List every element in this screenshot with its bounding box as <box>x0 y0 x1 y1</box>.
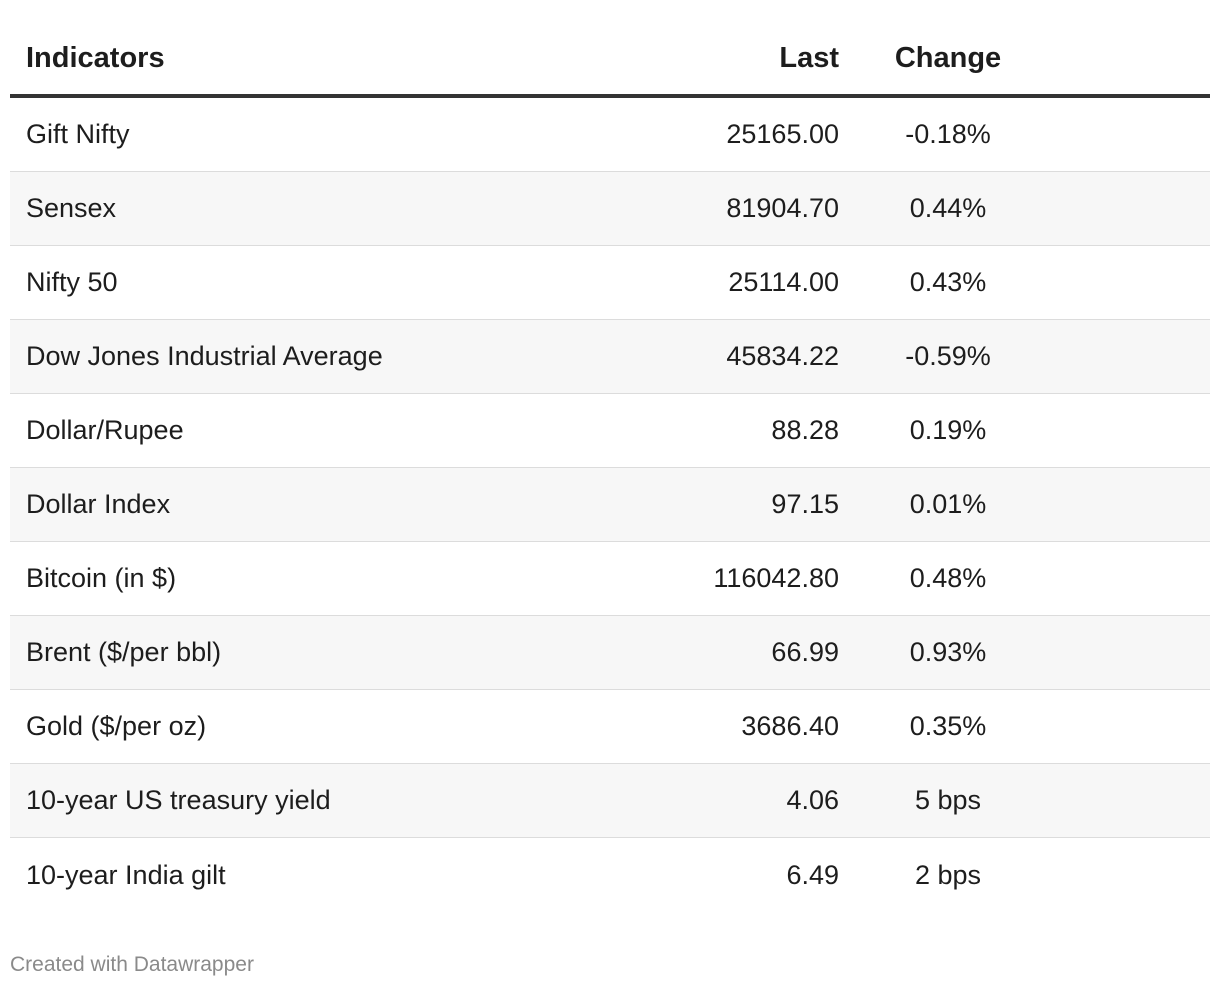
change-cell: 0.44% <box>909 193 987 223</box>
indicators-table: Indicators Last Change Gift Nifty 25165.0… <box>10 26 1210 912</box>
header-change: Change <box>894 41 1002 74</box>
table-row: Brent ($/per bbl) 66.99 0.93% <box>10 616 1210 690</box>
last-cell: 6.49 <box>786 859 839 890</box>
last-cell: 116042.80 <box>713 563 839 593</box>
last-cell: 3686.40 <box>741 711 839 741</box>
header-indicators: Indicators <box>26 41 165 74</box>
change-cell: 2 bps <box>914 859 982 890</box>
last-cell: 66.99 <box>771 637 839 667</box>
change-cell: 0.93% <box>909 637 987 667</box>
last-cell: 45834.22 <box>726 341 839 371</box>
last-cell: 81904.70 <box>726 193 839 223</box>
change-cell: 0.19% <box>909 415 987 445</box>
table-row: 10-year US treasury yield 4.06 5 bps <box>10 764 1210 838</box>
indicator-cell: Dollar/Rupee <box>26 415 184 445</box>
last-cell: 88.28 <box>771 415 839 445</box>
last-cell: 25165.00 <box>726 119 839 149</box>
indicator-cell: Dow Jones Industrial Average <box>26 341 383 371</box>
indicator-cell: Dollar Index <box>26 489 171 519</box>
table-row: Gold ($/per oz) 3686.40 0.35% <box>10 690 1210 764</box>
table-row: Dollar Index 97.15 0.01% <box>10 468 1210 542</box>
last-cell: 97.15 <box>771 489 839 519</box>
indicator-cell: 10-year US treasury yield <box>26 785 331 815</box>
table-row: Sensex 81904.70 0.44% <box>10 172 1210 246</box>
header-last: Last <box>779 41 839 74</box>
table-header: Indicators Last Change <box>10 26 1210 98</box>
change-cell: 0.35% <box>909 711 987 741</box>
table-row: Dow Jones Industrial Average 45834.22 -0.5… <box>10 320 1210 394</box>
change-cell: 5 bps <box>914 785 982 815</box>
indicator-cell: Brent ($/per bbl) <box>26 637 222 667</box>
change-cell: -0.59% <box>905 341 991 371</box>
change-cell: -0.18% <box>905 119 991 149</box>
table-row: Nifty 50 25114.00 0.43% <box>10 246 1210 320</box>
last-cell: 25114.00 <box>728 267 839 297</box>
change-cell: 0.43% <box>909 267 987 297</box>
datawrapper-credit: Created with Datawrapper <box>10 953 254 976</box>
indicator-cell: Nifty 50 <box>26 267 118 297</box>
indicator-cell: Gift Nifty <box>26 119 130 149</box>
last-cell: 4.06 <box>786 785 839 815</box>
change-cell: 0.48% <box>909 563 987 593</box>
table-body: Gift Nifty 25165.00 -0.18% Sensex 81904.70 0.… <box>10 98 1210 912</box>
table-row: Dollar/Rupee 88.28 0.19% <box>10 394 1210 468</box>
table-row: Gift Nifty 25165.00 -0.18% <box>10 98 1210 172</box>
indicator-cell: 10-year India gilt <box>26 859 226 890</box>
table-row: Bitcoin (in $) 116042.80 0.48% <box>10 542 1210 616</box>
change-cell: 0.01% <box>909 489 987 519</box>
indicator-cell: Bitcoin (in $) <box>26 563 177 593</box>
table-row: 10-year India gilt 6.49 2 bps <box>10 838 1210 912</box>
indicator-cell: Sensex <box>26 193 117 223</box>
indicator-cell: Gold ($/per oz) <box>26 711 207 741</box>
